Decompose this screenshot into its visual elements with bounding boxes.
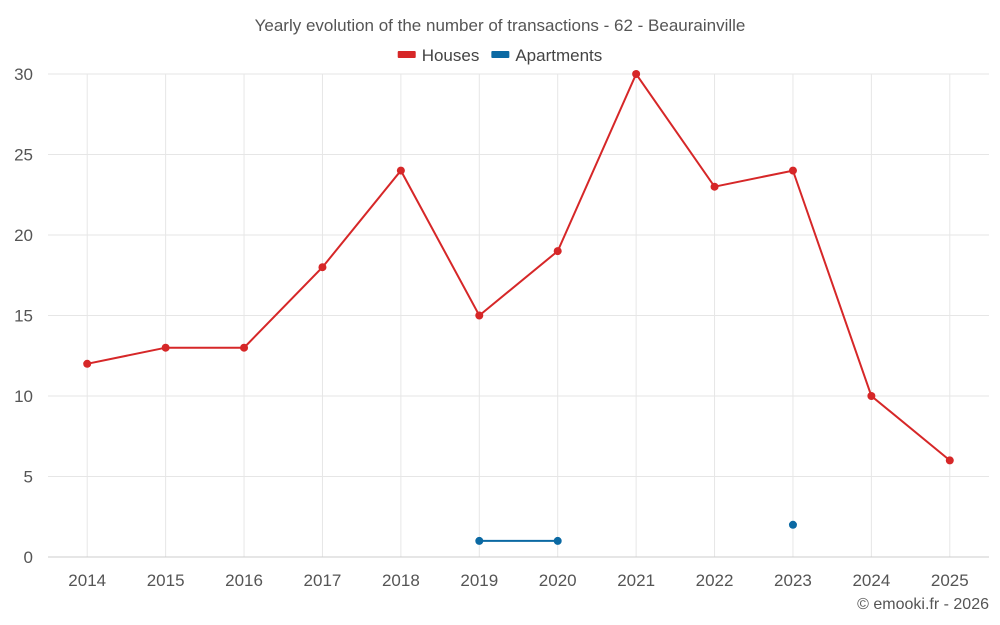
x-tick-label: 2016 xyxy=(225,571,263,590)
x-tick-label: 2014 xyxy=(68,571,106,590)
legend-swatch xyxy=(397,51,416,58)
y-tick-label: 20 xyxy=(14,226,33,245)
x-tick-label: 2018 xyxy=(382,571,420,590)
x-tick-label: 2020 xyxy=(539,571,577,590)
y-tick-label: 30 xyxy=(14,65,33,84)
x-tick-label: 2024 xyxy=(852,571,890,590)
x-tick-label: 2023 xyxy=(774,571,812,590)
chart-title: Yearly evolution of the number of transa… xyxy=(255,16,746,35)
legend-swatch xyxy=(491,51,510,58)
x-tick-label: 2015 xyxy=(147,571,185,590)
data-point[interactable] xyxy=(318,263,327,272)
legend-item-apartments[interactable]: Apartments xyxy=(491,46,602,65)
data-point[interactable] xyxy=(83,359,92,368)
legend-item-houses[interactable]: Houses xyxy=(397,46,480,65)
data-point[interactable] xyxy=(553,247,562,256)
plot-area xyxy=(83,70,954,545)
data-point[interactable] xyxy=(867,392,876,400)
x-tick-label: 2022 xyxy=(696,571,734,590)
data-point[interactable] xyxy=(945,456,954,465)
x-tick-label: 2021 xyxy=(617,571,655,590)
legend-label: Houses xyxy=(422,46,480,65)
series-line xyxy=(87,71,951,462)
data-point[interactable] xyxy=(475,536,484,545)
y-tick-label: 15 xyxy=(14,307,33,326)
data-point[interactable] xyxy=(553,536,562,545)
data-point[interactable] xyxy=(475,311,484,320)
y-tick-label: 0 xyxy=(24,548,33,567)
credit-text: © emooki.fr - 2026 xyxy=(857,596,989,613)
legend-label: Apartments xyxy=(515,46,602,65)
y-tick-label: 10 xyxy=(14,387,33,406)
data-point[interactable] xyxy=(788,520,797,529)
data-point[interactable] xyxy=(161,343,170,352)
series-apartments xyxy=(475,520,797,545)
x-tick-label: 2019 xyxy=(460,571,498,590)
data-point[interactable] xyxy=(788,166,797,175)
x-tick-label: 2025 xyxy=(931,571,969,590)
grid xyxy=(48,73,989,558)
y-tick-label: 5 xyxy=(24,468,33,487)
data-point[interactable] xyxy=(396,166,405,175)
y-tick-label: 25 xyxy=(14,146,33,165)
data-point[interactable] xyxy=(632,70,641,78)
y-axis: 0 5 10 15 20 25 30 xyxy=(14,65,33,567)
data-point[interactable] xyxy=(710,182,719,191)
x-axis: 2014 2015 2016 2017 2018 2019 2020 2021 2022 2023… xyxy=(68,571,968,590)
x-tick-label: 2017 xyxy=(304,571,342,590)
legend[interactable]: Houses Apartments xyxy=(397,46,603,65)
series-houses xyxy=(83,70,954,465)
data-point[interactable] xyxy=(240,343,249,352)
